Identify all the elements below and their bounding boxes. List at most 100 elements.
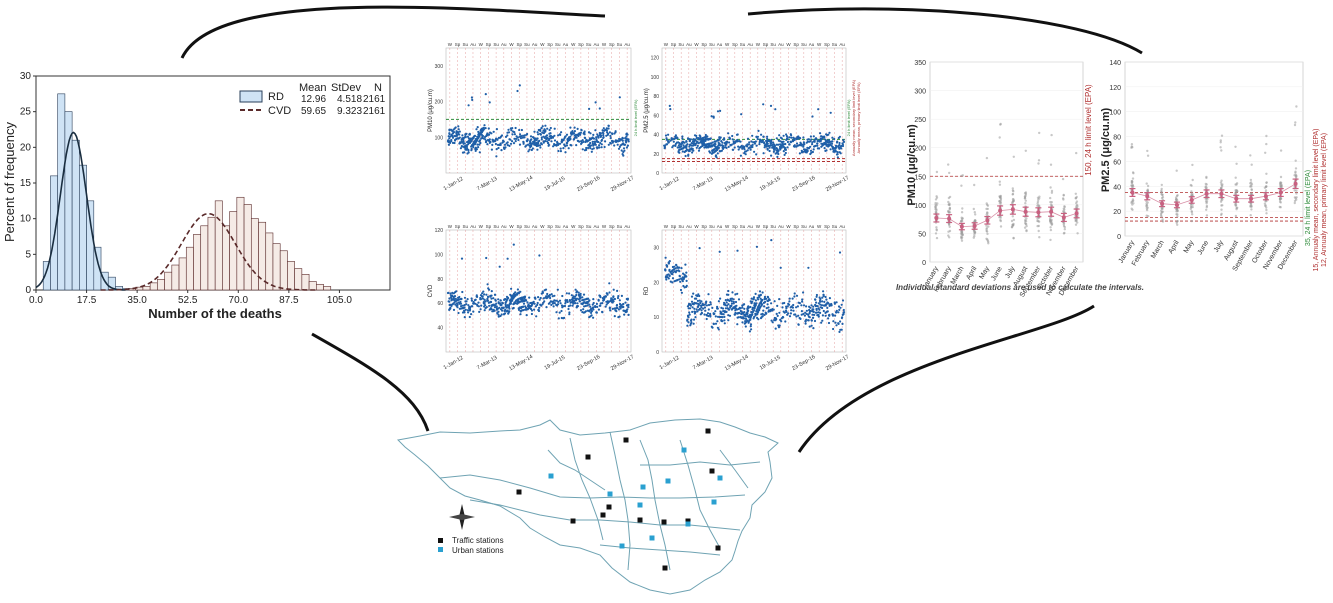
- ts-point: [709, 137, 712, 140]
- ts-point: [802, 291, 805, 294]
- ts-point: [626, 298, 629, 301]
- ts-point: [623, 143, 627, 146]
- ts-point: [605, 292, 608, 295]
- data-point: [935, 236, 939, 240]
- ts-point: [690, 142, 693, 145]
- ts-point: [772, 141, 775, 144]
- ts-point: [825, 133, 828, 136]
- data-point: [972, 207, 975, 211]
- ts-point: [838, 143, 841, 147]
- ts-point: [608, 306, 612, 309]
- ts-point: [765, 145, 768, 148]
- ts-point: [620, 149, 623, 152]
- ts-point: [550, 140, 553, 143]
- data-point: [1023, 195, 1027, 198]
- ts-point: [797, 314, 800, 317]
- ts-point: [472, 310, 475, 313]
- ts-point: [603, 129, 606, 132]
- season-tag: Su: [832, 224, 838, 229]
- category-label: May: [1183, 239, 1196, 254]
- legend-urban-label: Urban stations: [452, 546, 504, 555]
- data-point: [985, 227, 988, 230]
- legend-label-cvd: CVD: [268, 105, 291, 117]
- data-point: [1264, 185, 1268, 188]
- histogram-bar-cvd: [279, 250, 288, 291]
- ts-point: [556, 288, 559, 291]
- ts-point: [447, 291, 450, 294]
- ts-point: [564, 151, 567, 154]
- ts-point: [507, 131, 511, 134]
- ts-point: [788, 315, 792, 318]
- ts-point: [749, 148, 752, 151]
- data-point: [1249, 203, 1253, 206]
- histogram-bar-cvd: [243, 204, 252, 291]
- ts-point: [487, 295, 490, 298]
- ts-point: [813, 140, 816, 143]
- ts-point: [788, 136, 791, 139]
- ts-point: [669, 280, 672, 283]
- y-tick-label: 60: [653, 113, 659, 119]
- ts-point: [694, 311, 697, 314]
- ts-point: [734, 300, 738, 304]
- ts-point: [719, 109, 722, 112]
- ts-point: [785, 133, 788, 136]
- ts-point: [447, 139, 450, 142]
- data-point: [1050, 133, 1053, 137]
- ts-point: [793, 292, 796, 295]
- ts-point: [755, 153, 758, 156]
- ts-point: [521, 136, 524, 139]
- ts-point: [690, 318, 693, 321]
- histogram-legend: RD CVD Mean StDev N 12.96 4.518 2161 59.…: [239, 82, 386, 117]
- season-tag: W: [664, 42, 669, 47]
- ts-point: [610, 297, 613, 300]
- ts-point: [463, 151, 466, 154]
- ts-point: [501, 306, 504, 309]
- ts-point: [668, 104, 671, 107]
- ts-point: [515, 137, 518, 140]
- ts-point: [816, 305, 819, 308]
- ts-point: [710, 145, 713, 148]
- ts-point: [549, 126, 552, 130]
- ts-point: [739, 307, 742, 310]
- ts-point: [703, 306, 707, 309]
- ts-point: [727, 289, 730, 293]
- data-point: [1174, 198, 1178, 201]
- ts-point: [581, 296, 584, 299]
- histogram-ylabel: Percent of frequency: [2, 122, 17, 242]
- ts-point: [839, 145, 842, 148]
- data-point: [1264, 151, 1267, 154]
- ts-point: [597, 299, 600, 302]
- ts-point: [800, 304, 803, 307]
- ts-point: [540, 292, 543, 295]
- ts-point: [752, 309, 755, 312]
- ts-point: [509, 142, 513, 145]
- ts-point: [474, 146, 477, 149]
- ts-point: [532, 302, 535, 305]
- data-point: [1076, 221, 1079, 224]
- ts-point: [790, 136, 793, 139]
- ts-point: [597, 136, 600, 139]
- data-point: [1160, 183, 1164, 187]
- season-tag: Sp: [763, 224, 769, 229]
- ts-point: [500, 313, 503, 316]
- category-label: June: [990, 265, 1004, 282]
- histogram-bar-cvd: [200, 225, 209, 291]
- ts-point: [765, 297, 768, 300]
- ts-point: [747, 147, 750, 150]
- ts-point: [731, 291, 734, 294]
- ts-point: [467, 137, 470, 140]
- ts-point: [744, 315, 747, 318]
- ts-point: [792, 303, 795, 307]
- ts-point: [613, 307, 616, 310]
- ts-point: [680, 145, 683, 148]
- data-point: [1131, 200, 1134, 203]
- ts-point: [743, 314, 746, 317]
- ts-point: [476, 143, 479, 146]
- ts-point: [707, 303, 711, 307]
- ts-point: [718, 250, 721, 253]
- ts-point: [494, 293, 497, 296]
- ts-point: [462, 138, 465, 141]
- data-point: [960, 211, 964, 214]
- ts-point: [735, 304, 738, 307]
- ts-point: [715, 156, 718, 159]
